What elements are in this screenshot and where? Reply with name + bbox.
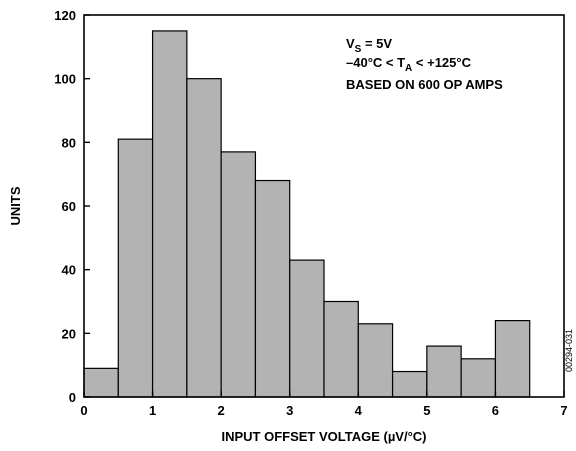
bar-9 <box>391 370 428 398</box>
bars-group <box>83 30 531 398</box>
bar-11 <box>460 358 497 398</box>
x-tick-label-1: 1 <box>149 403 156 418</box>
bar-5 <box>254 179 291 398</box>
bar-8 <box>357 323 394 398</box>
x-tick-label-4: 4 <box>355 403 363 418</box>
y-tick-label-2: 40 <box>62 263 76 278</box>
x-tick-label-5: 5 <box>423 403 430 418</box>
y-tick-label-0: 0 <box>69 390 76 405</box>
bar-3 <box>186 78 222 398</box>
x-tick-label-3: 3 <box>286 403 293 418</box>
bar-6 <box>289 259 325 398</box>
y-tick-label-6: 120 <box>54 8 76 23</box>
bar-7 <box>323 300 359 398</box>
annotation-line-2: –40°C < TA < +125°C <box>346 55 472 74</box>
y-tick-label-3: 60 <box>62 199 76 214</box>
y-tick-label-4: 80 <box>62 135 76 150</box>
bar-2 <box>151 30 188 398</box>
annotation-line-1: VS = 5V <box>346 36 392 55</box>
y-ticks-group: 0 20 40 60 80 100 120 <box>54 8 90 405</box>
bar-4 <box>220 151 257 398</box>
x-tick-label-2: 2 <box>218 403 225 418</box>
bar-10 <box>426 345 462 398</box>
bar-0 <box>83 367 119 398</box>
bar-1 <box>117 138 154 398</box>
annotation-block: VS = 5V –40°C < TA < +125°C BASED ON 600… <box>346 36 503 92</box>
x-ticks-group: 0 1 2 3 4 5 6 7 <box>80 391 568 418</box>
x-axis-title: INPUT OFFSET VOLTAGE (µV/°C) <box>221 429 426 444</box>
x-tick-label-6: 6 <box>492 403 499 418</box>
y-tick-label-1: 20 <box>62 326 76 341</box>
x-tick-label-7: 7 <box>560 403 567 418</box>
y-axis-title: UNITS <box>8 186 23 225</box>
x-tick-label-0: 0 <box>80 403 87 418</box>
annotation-line-3: BASED ON 600 OP AMPS <box>346 77 503 92</box>
y-tick-label-5: 100 <box>54 72 76 87</box>
bar-12 <box>494 320 531 398</box>
figure-id: 00294-031 <box>564 329 574 372</box>
